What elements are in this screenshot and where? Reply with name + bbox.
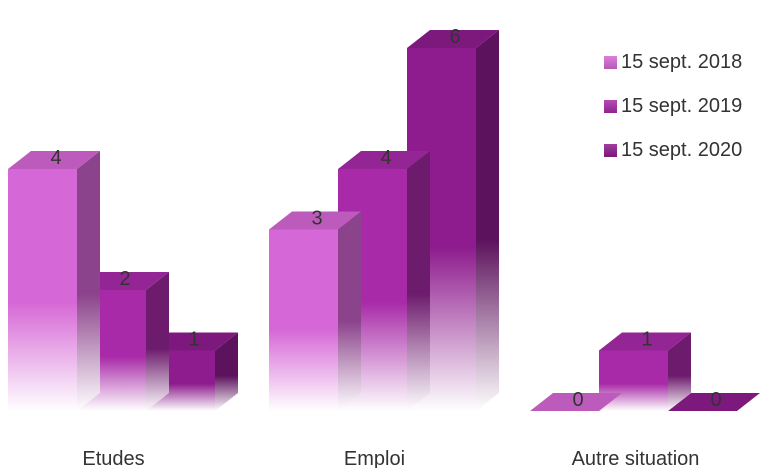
legend-item-2019[interactable]: 15 sept. 2019 (604, 84, 769, 128)
legend-label-2018: 15 sept. 2018 (621, 50, 743, 73)
bar-front (8, 169, 77, 411)
bar-autre-situation-s2 (668, 393, 760, 411)
bar-top (599, 332, 691, 351)
bar-side (338, 211, 361, 411)
bars-layer (8, 30, 760, 411)
data-label-emploi-s2: 6 (449, 26, 460, 48)
bar-top (8, 151, 100, 169)
legend-label-2019: 15 sept. 2019 (621, 94, 743, 117)
data-label-emploi-s0: 3 (311, 208, 322, 230)
bar-top (269, 211, 361, 230)
data-label-etudes-s2: 1 (188, 329, 199, 351)
bar-top (530, 393, 622, 411)
bar-side (146, 272, 169, 411)
bar-top (407, 30, 499, 48)
data-label-etudes-s0: 4 (50, 147, 61, 169)
bar-etudes-s0 (8, 151, 100, 411)
legend-item-2020[interactable]: 15 sept. 2020 (604, 128, 769, 172)
bar-side (668, 332, 691, 411)
labels-layer: 1 2 4 6 4 3 0 1 0 (50, 26, 721, 411)
bar-top (338, 151, 430, 169)
x-tick-label-emploi: Emploi (344, 448, 405, 468)
data-label-emploi-s1: 4 (380, 147, 391, 169)
bar-autre-situation-s1 (599, 332, 691, 411)
bar-side (476, 30, 499, 411)
legend-item-2018[interactable]: 15 sept. 2018 (604, 40, 769, 84)
legend-swatch-2019 (604, 99, 617, 113)
bar-emploi-s0 (269, 211, 361, 411)
legend-label-2020: 15 sept. 2020 (621, 138, 743, 161)
x-tick-label-autre-situation: Autre situation (572, 448, 700, 468)
bar-top (668, 393, 760, 411)
bar-autre-situation-s0 (530, 393, 622, 411)
data-label-etudes-s1: 2 (119, 268, 130, 290)
data-label-autre-situation-s2: 0 (710, 389, 721, 411)
legend-swatch-2018 (604, 55, 617, 69)
x-axis-labels: Etudes Emploi Autre situation (82, 448, 699, 468)
legend: 15 sept. 2018 15 sept. 2019 15 sept. 202… (604, 40, 769, 172)
bar-side (407, 151, 430, 411)
bar-side (215, 332, 238, 411)
data-label-autre-situation-s0: 0 (572, 389, 583, 411)
bar-front (269, 229, 338, 411)
data-label-autre-situation-s1: 1 (641, 329, 652, 351)
x-tick-label-etudes: Etudes (82, 448, 144, 468)
bar-side (77, 151, 100, 411)
legend-swatch-2020 (604, 143, 617, 157)
